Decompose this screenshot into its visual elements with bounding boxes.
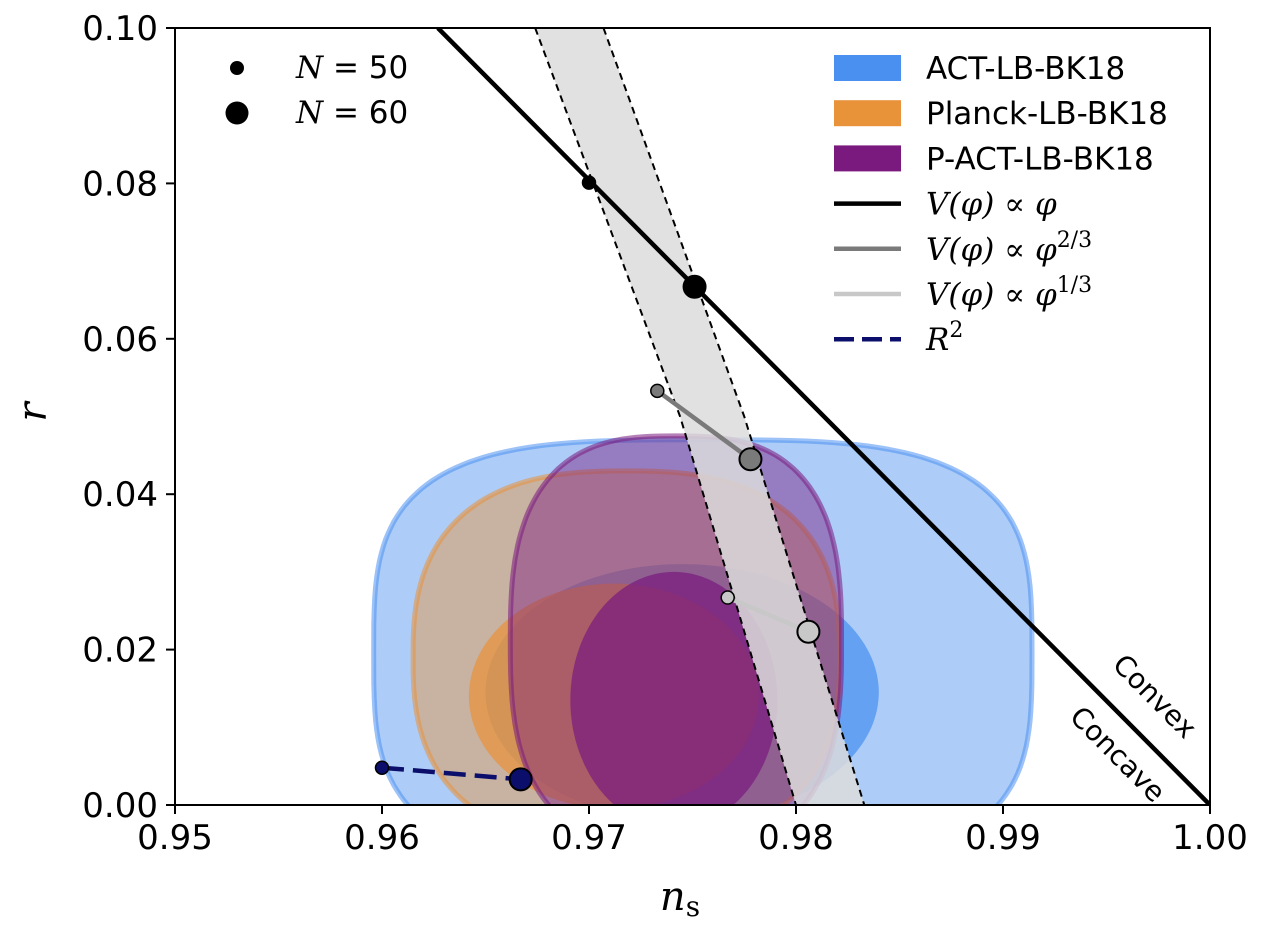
- x-tick-label: 0.98: [758, 818, 834, 858]
- efold-legend-label: N = 50: [295, 50, 408, 86]
- efold-legend: N = 50 N = 60: [225, 50, 408, 131]
- model-one-third-n60-marker: [796, 619, 821, 644]
- x-tick-label: 0.97: [551, 818, 627, 858]
- legend-label: Planck-LB-BK18: [926, 96, 1168, 132]
- model-linear-n50-marker: [581, 175, 597, 190]
- model-r2-n50-marker: [374, 760, 390, 775]
- legend: ACT-LB-BK18 Planck-LB-BK18 P-ACT-LB-BK18 V(…: [834, 51, 1168, 358]
- y-tick-label: 0.08: [82, 164, 158, 204]
- x-tick-label: 0.95: [137, 818, 213, 858]
- axis-ticks: 0.95 0.96 0.97 0.98 0.99 1.00 0.00 0.02 0.04 0.06…: [82, 9, 1248, 858]
- plot-frame: [174, 27, 1211, 806]
- legend-swatch: [834, 55, 901, 81]
- model-two-thirds-segment: [655, 389, 752, 462]
- legend-label: V(φ) ∝ φ2/3: [926, 228, 1092, 268]
- x-axis-label: ns: [660, 874, 700, 923]
- x-tick-label: 1.00: [1172, 818, 1248, 858]
- y-tick-label: 0.02: [82, 631, 158, 671]
- legend-label: R2: [925, 318, 963, 358]
- convex-concave-band: [535, 28, 865, 805]
- legend-swatch: [834, 100, 901, 127]
- model-two-thirds: [650, 383, 763, 472]
- efold-legend-marker: [230, 61, 244, 75]
- y-tick-label: 0.04: [82, 475, 158, 515]
- efold-legend-label: N = 60: [295, 95, 408, 131]
- efold-legend-marker: [225, 101, 249, 125]
- plot-area: [371, 28, 1210, 805]
- model-r2-n60-marker: [508, 767, 533, 792]
- model-one-third-segment: [726, 595, 810, 634]
- x-tick-label: 0.96: [344, 818, 420, 858]
- y-tick-label: 0.06: [82, 320, 158, 360]
- y-tick-label: 0.10: [82, 9, 158, 49]
- model-linear: [581, 175, 707, 299]
- legend-label: V(φ) ∝ φ1/3: [926, 273, 1092, 313]
- model-one-third: [720, 590, 821, 644]
- model-linear-n60-marker: [682, 274, 707, 299]
- model-one-third-n50-marker: [720, 590, 735, 605]
- contour-pact-68: [570, 571, 778, 805]
- legend-label: ACT-LB-BK18: [926, 51, 1125, 87]
- y-axis-label: r: [10, 400, 56, 422]
- model-r2-segment: [381, 765, 521, 782]
- band-edge-right: [602, 28, 866, 805]
- model-two-thirds-n50-marker: [650, 383, 665, 399]
- x-tick-label: 0.99: [965, 818, 1041, 858]
- legend-label: V(φ) ∝ φ: [926, 187, 1057, 223]
- y-tick-label: 0.00: [82, 786, 158, 826]
- model-r2: [374, 760, 533, 792]
- band-edge-left: [534, 28, 797, 805]
- legend-label: P-ACT-LB-BK18: [926, 141, 1154, 177]
- legend-swatch: [834, 145, 901, 172]
- linear-potential-line: [436, 28, 1210, 805]
- model-two-thirds-n60-marker: [738, 447, 763, 472]
- convex-region-label: Convex: [1106, 648, 1203, 745]
